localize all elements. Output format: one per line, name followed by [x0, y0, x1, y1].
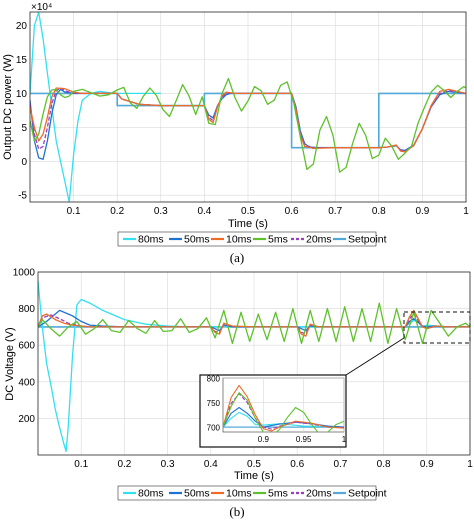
b-x-tick-label: 1	[467, 459, 473, 470]
legend-label-20ms: 20ms	[306, 488, 332, 500]
legend-label-20ms: 20ms	[306, 234, 332, 246]
i-series-80ms	[223, 411, 344, 428]
b-x-tick-label: 0.4	[204, 459, 218, 470]
a-y-tick-label: 20	[16, 21, 28, 32]
i-y-tick-label: 800	[207, 375, 221, 384]
legend-label-5ms: 5ms	[268, 488, 288, 500]
a-series-5ms	[30, 77, 466, 173]
legend-label-setpoint: Setpoint	[348, 488, 387, 500]
a-x-tick-label: 0.5	[241, 206, 255, 217]
b-x-tick-label: 0.9	[420, 459, 434, 470]
a-x-tick-label: 0.1	[67, 206, 81, 217]
b-y-tick-label: 1000	[13, 268, 36, 279]
b-x-tick-label: 0.8	[377, 459, 391, 470]
a-x-tick-label: 0.3	[154, 206, 168, 217]
a-y-tick-label: -5	[18, 191, 27, 202]
b-x-tick-label: 0.1	[74, 459, 88, 470]
a-x-tick-label: 0.4	[197, 206, 211, 217]
chart-b-xlabel: Time (s)	[234, 470, 274, 482]
b-x-tick-label: 0.6	[290, 459, 304, 470]
chart-b-y-ticks: 200 400 600 800 1000	[13, 268, 36, 425]
chart-a-caption: (a)	[230, 250, 244, 265]
i-x-tick-label: 0.95	[296, 435, 312, 444]
a-y-tick-label: 15	[16, 55, 28, 66]
chart-a-ylabel: Output DC power (W)	[2, 54, 14, 160]
zoom-region-box	[403, 311, 471, 344]
b-x-tick-label: 0.5	[247, 459, 261, 470]
chart-a-series	[30, 12, 466, 202]
a-x-tick-label: 0.6	[285, 206, 299, 217]
chart-a-frame	[29, 11, 467, 203]
a-series-80ms	[30, 12, 161, 202]
a-series-20ms	[30, 87, 466, 152]
b-y-tick-label: 800	[18, 304, 35, 315]
chart-a-y-ticks: -5 0 5 10 15 20	[16, 21, 28, 202]
chart-b: 0.1 0.2 0.3 0.4 0.5 0.6 0.7 0.8 0.9 1 200 400 600 80…	[4, 268, 473, 520]
i-y-tick-label: 700	[207, 424, 221, 433]
b-x-tick-label: 0.2	[117, 459, 131, 470]
legend-label-80ms: 80ms	[138, 488, 164, 500]
legend-label-80ms: 80ms	[138, 234, 164, 246]
chart-a-legend-box	[117, 231, 377, 247]
a-y-tick-label: 10	[16, 89, 28, 100]
inset-y-ticks: 700 750 800	[207, 375, 221, 433]
legend-label-setpoint: Setpoint	[348, 234, 387, 246]
chart-b-legend: 80ms 50ms 10ms 5ms 20ms Setpoint	[117, 485, 387, 501]
b-y-tick-label: 400	[18, 377, 35, 388]
chart-b-ylabel: DC Voltage (V)	[4, 327, 16, 400]
i-series-5ms	[223, 392, 344, 432]
legend-label-10ms: 10ms	[226, 234, 252, 246]
b-x-tick-label: 0.7	[333, 459, 347, 470]
chart-b-series	[38, 281, 470, 452]
b-series-5ms	[38, 302, 470, 345]
chart-b-x-ticks: 0.1 0.2 0.3 0.4 0.5 0.6 0.7 0.8 0.9 1	[74, 459, 473, 470]
i-x-tick-label: 0.9	[258, 435, 270, 444]
b-y-tick-label: 600	[18, 341, 35, 352]
chart-a-xlabel: Time (s)	[228, 218, 268, 230]
inset-x-ticks: 0.9 0.95 1	[258, 435, 347, 444]
legend-label-50ms: 50ms	[184, 234, 210, 246]
chart-a-exponent: ×10⁴	[31, 2, 52, 13]
inset: 0.9 0.95 1 700 750 800	[199, 374, 347, 448]
inset-series	[223, 384, 344, 432]
a-x-tick-label: 0.2	[110, 206, 124, 217]
chart-a: 0.1 0.2 0.3 0.4 0.5 0.6 0.7 0.8 0.9 1 -505101520 …	[2, 2, 469, 265]
legend-label-50ms: 50ms	[184, 488, 210, 500]
chart-b-frame	[37, 271, 471, 456]
chart-a-x-ticks: 0.1 0.2 0.3 0.4 0.5 0.6 0.7 0.8 0.9 1	[67, 206, 470, 217]
legend-label-5ms: 5ms	[268, 234, 288, 246]
i-y-tick-label: 750	[207, 399, 221, 408]
a-x-tick-label: 0.7	[328, 206, 342, 217]
a-y-tick-label: 5	[21, 123, 27, 134]
a-y-tick-label: 0	[21, 157, 27, 168]
i-series-10ms	[223, 384, 344, 432]
chart-a-legend: 80ms 50ms 10ms 5ms 20ms Setpoint	[117, 231, 387, 247]
chart-b-legend-box	[117, 485, 377, 501]
zoom-connector	[345, 337, 405, 376]
i-x-tick-label: 1	[342, 435, 347, 444]
a-series-10ms	[30, 87, 466, 153]
a-x-tick-label: 0.8	[372, 206, 386, 217]
b-x-tick-label: 0.3	[161, 459, 175, 470]
legend-label-10ms: 10ms	[226, 488, 252, 500]
a-x-tick-label: 1	[463, 206, 469, 217]
a-x-tick-label: 0.9	[415, 206, 429, 217]
b-y-tick-label: 200	[18, 414, 35, 425]
chart-b-caption: (b)	[229, 504, 244, 519]
